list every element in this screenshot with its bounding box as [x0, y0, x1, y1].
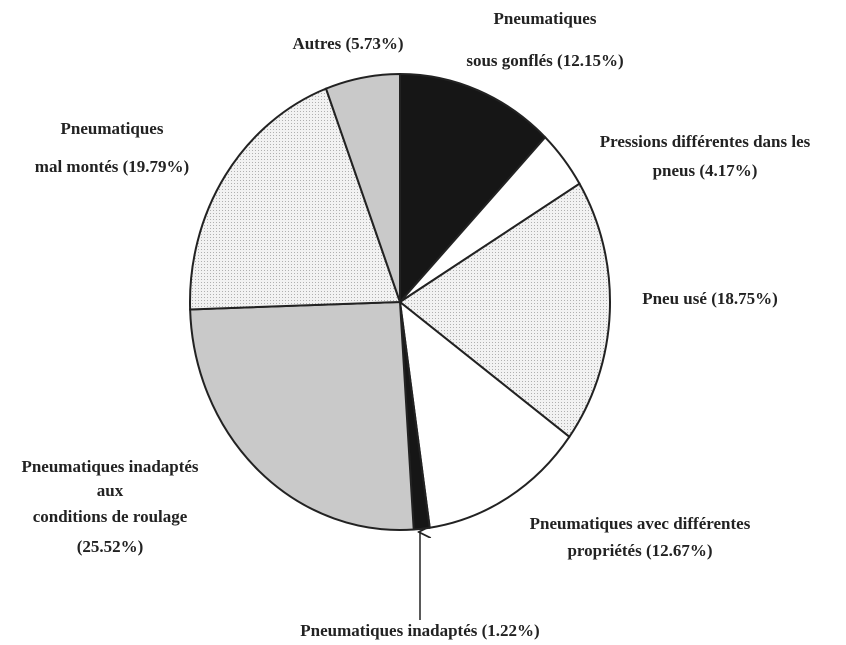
slice-label: Pneumatiques inadaptés	[21, 457, 198, 476]
slice-label: Pneu usé (18.75%)	[642, 289, 778, 308]
slice-label: conditions de roulage	[33, 507, 188, 526]
slice-label: aux	[97, 481, 124, 500]
slice-label: Pneumatiques	[494, 9, 597, 28]
label-text: Pneumatiques	[494, 9, 597, 28]
pie-slice	[324, 72, 401, 303]
slice-label: Autres (5.73%)	[292, 34, 403, 53]
slice-label: mal montés (19.79%)	[35, 157, 189, 176]
label-text: Pneumatiques avec différentes	[530, 514, 751, 533]
label-text: Pneumatiques	[61, 119, 164, 138]
slice-label: sous gonflés (12.15%)	[466, 51, 623, 70]
label-text: pneus	[653, 161, 696, 180]
label-text: Pneumatiques inadaptés	[21, 457, 198, 476]
pie-slice	[398, 182, 611, 439]
label-text: aux	[97, 481, 124, 500]
pie-slice	[398, 299, 571, 529]
label-text: sous gonflés	[466, 51, 553, 70]
slice-label: Pressions différentes dans les	[600, 132, 811, 151]
slice-label: Pneumatiques avec différentes	[530, 514, 751, 533]
label-text: mal montés	[35, 157, 119, 176]
value-label: (12.67%)	[646, 541, 713, 560]
value-label: (5.73%)	[345, 34, 403, 53]
value-label: (1.22%)	[482, 621, 540, 640]
pie-slice	[189, 300, 415, 531]
value-label: (19.79%)	[123, 157, 190, 176]
slice-label: Pneumatiques	[61, 119, 164, 138]
slice-label: Pneumatiques inadaptés (1.22%)	[300, 621, 539, 640]
value-label: (25.52%)	[77, 537, 144, 556]
label-text: propriétés	[567, 541, 642, 560]
label-text: Pneu usé	[642, 289, 707, 308]
label-text: conditions de roulage	[33, 507, 188, 526]
value-label: (12.15%)	[557, 51, 624, 70]
label-text: Autres	[292, 34, 341, 53]
value-label: (18.75%)	[711, 289, 778, 308]
value-label: (4.17%)	[699, 161, 757, 180]
slice-label: propriétés (12.67%)	[567, 541, 712, 560]
slice-label: pneus (4.17%)	[653, 161, 758, 180]
pie-slice	[399, 72, 547, 305]
label-text: Pressions différentes dans les	[600, 132, 811, 151]
pie-slice	[189, 87, 402, 311]
label-text: Pneumatiques inadaptés	[300, 621, 477, 640]
